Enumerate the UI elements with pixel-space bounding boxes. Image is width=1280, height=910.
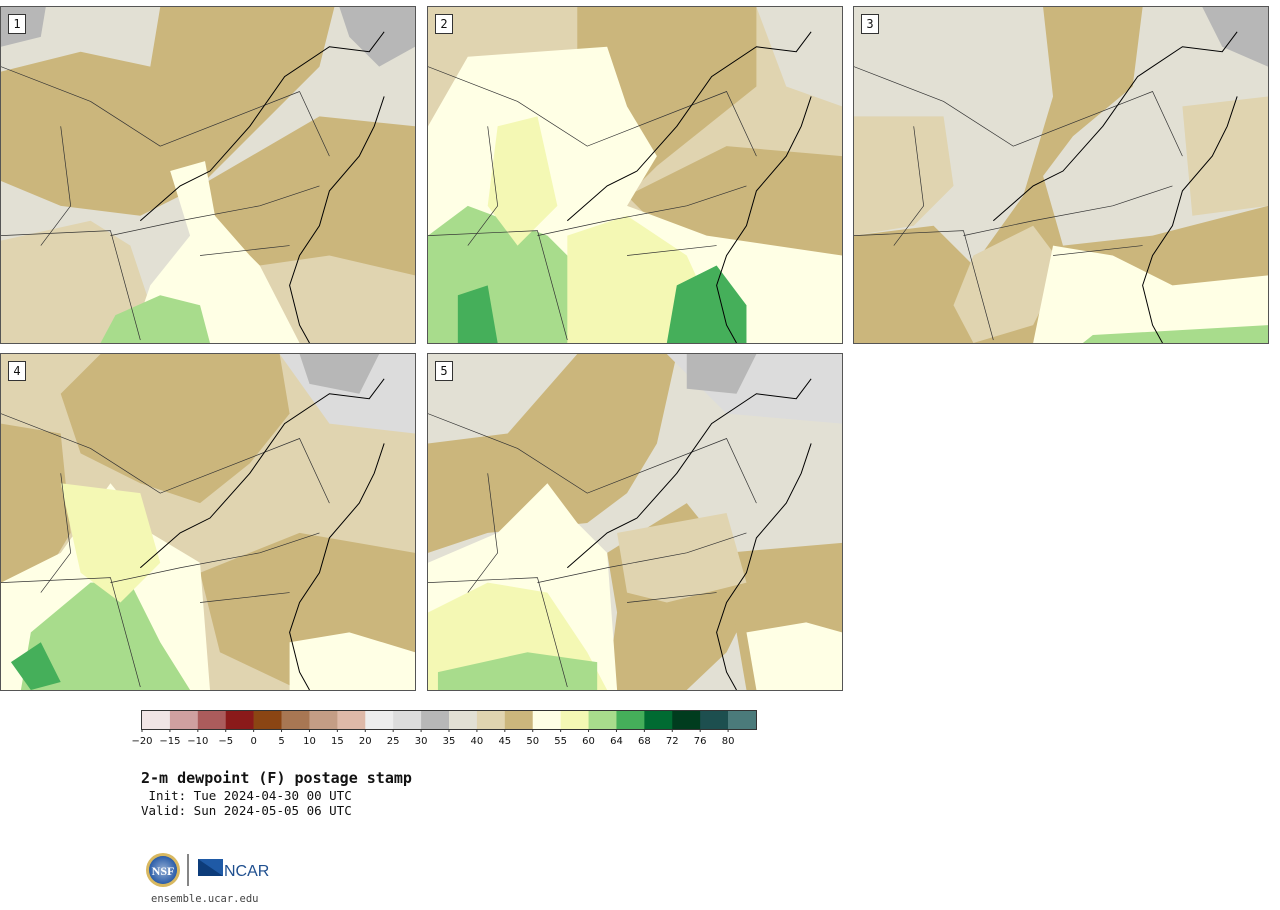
dewpoint-map-5 xyxy=(428,354,842,690)
colorbar-tick-label: 50 xyxy=(526,736,540,747)
colorbar-swatch xyxy=(476,711,506,729)
colorbar-swatch xyxy=(504,711,534,729)
site-url: ensemble.ucar.edu xyxy=(151,893,259,905)
dewpoint-map-1 xyxy=(1,7,415,343)
colorbar-tick-label: 25 xyxy=(386,736,400,747)
colorbar-tick-label: 0 xyxy=(250,736,257,747)
ncar-logo-text: NCAR xyxy=(224,863,269,880)
nsf-logo-text: NSF xyxy=(152,864,175,878)
colorbar-swatch xyxy=(532,711,561,729)
colorbar-swatch xyxy=(225,711,254,729)
colorbar-tick-label: 20 xyxy=(358,736,372,747)
panel-number-label: 5 xyxy=(435,361,453,381)
colorbar-swatch xyxy=(169,711,199,729)
dewpoint-colorbar: −20 −15 −10 −5 0 5 10 15 20 25 30 35 40 45 50 55 60 64 68 7… xyxy=(131,710,757,750)
colorbar-tick-label: 10 xyxy=(303,736,316,747)
colorbar-swatch xyxy=(365,711,394,729)
nsf-logo: NSF xyxy=(146,853,180,887)
panel-number-label: 2 xyxy=(435,14,453,34)
colorbar-swatch xyxy=(421,711,450,729)
valid-time: Valid: Sun 2024-05-05 06 UTC xyxy=(141,803,352,818)
colorbar-swatch xyxy=(393,711,422,729)
ensemble-member-panel-3: 3 xyxy=(853,6,1269,344)
title-block: 2-m dewpoint (F) postage stamp Init: Tue… xyxy=(141,768,412,818)
colorbar-tick-label: −15 xyxy=(159,736,181,747)
chart-title: 2-m dewpoint (F) postage stamp xyxy=(141,769,412,787)
colorbar-swatch xyxy=(672,711,701,729)
colorbar-swatch xyxy=(142,711,171,729)
colorbar-swatch xyxy=(700,711,729,729)
colorbar-tick-label: 45 xyxy=(498,736,512,747)
colorbar-swatch xyxy=(616,711,645,729)
colorbar-swatch xyxy=(449,711,478,729)
dewpoint-map-2 xyxy=(428,7,842,343)
colorbar-swatch xyxy=(253,711,282,729)
colorbar-swatch xyxy=(560,711,589,729)
ensemble-member-panel-4: 4 xyxy=(0,353,416,691)
init-time: Init: Tue 2024-04-30 00 UTC xyxy=(141,788,352,803)
colorbar-swatch xyxy=(281,711,310,729)
logos: NSF NCAR xyxy=(143,850,283,892)
panel-number-label: 3 xyxy=(861,14,879,34)
colorbar-tick-label: 5 xyxy=(278,736,285,747)
dewpoint-map-3 xyxy=(854,7,1268,343)
colorbar-tick-label: 60 xyxy=(582,736,595,747)
ensemble-member-panel-5: 5 xyxy=(427,353,843,691)
colorbar-tick-label: 68 xyxy=(637,736,651,747)
colorbar-tick-label: 80 xyxy=(721,736,735,747)
colorbar-swatch xyxy=(337,711,366,729)
colorbar-tick-label: 35 xyxy=(442,736,456,747)
colorbar-swatch xyxy=(197,711,227,729)
colorbar-tick-label: −10 xyxy=(187,736,209,747)
dewpoint-map-4 xyxy=(1,354,415,690)
colorbar-tick-label: 64 xyxy=(610,736,623,747)
panel-number-label: 1 xyxy=(8,14,26,34)
ensemble-member-panel-1: 1 xyxy=(0,6,416,344)
ncar-logo: NCAR xyxy=(198,859,269,880)
colorbar-swatch xyxy=(309,711,338,729)
colorbar-tick-label: 72 xyxy=(665,736,679,747)
colorbar-tick-label: 40 xyxy=(470,736,484,747)
colorbar-tick-label: −20 xyxy=(131,736,153,747)
colorbar-tick-label: 55 xyxy=(554,736,567,747)
colorbar-tick-label: 76 xyxy=(693,736,707,747)
colorbar-swatch xyxy=(728,711,757,729)
colorbar-tick-label: 30 xyxy=(414,736,428,747)
colorbar-swatches xyxy=(141,710,757,732)
panel-number-label: 4 xyxy=(8,361,26,381)
colorbar-swatch xyxy=(588,711,617,729)
colorbar-swatch xyxy=(644,711,673,729)
colorbar-tick-label: 15 xyxy=(330,736,344,747)
ensemble-member-panel-2: 2 xyxy=(427,6,843,344)
colorbar-tick-label: −5 xyxy=(218,736,234,747)
